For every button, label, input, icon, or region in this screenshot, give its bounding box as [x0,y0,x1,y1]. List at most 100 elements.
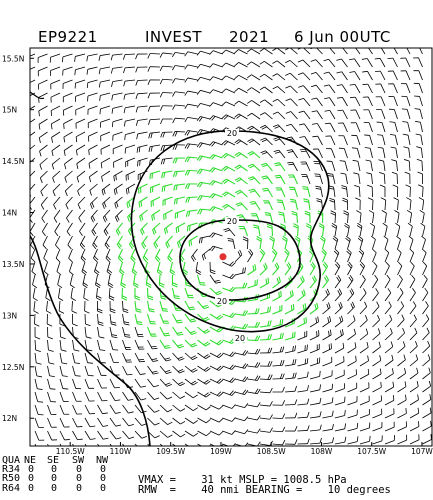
wind-barb [383,235,389,250]
wind-barb [297,385,309,393]
wind-barb [109,339,119,351]
wind-barb [278,211,286,224]
lon-label: 109W [210,447,232,456]
wind-barb [74,79,86,89]
wind-barb [337,96,348,107]
wind-barb [97,339,106,351]
wind-barb [272,111,286,120]
wind-barb [309,275,317,289]
wind-barb [184,300,196,311]
wind-barb [134,313,143,326]
lon-label: 107W [411,447,433,456]
wind-barb [417,171,423,185]
wind-barb [161,170,173,179]
wind-barb [162,196,173,206]
wind-barb [97,352,106,364]
wind-barb [122,352,132,363]
wind-barb [50,118,61,130]
wind-barb [397,341,406,354]
wind-barb [222,351,236,357]
wind-barb [59,417,70,428]
wind-barb [43,248,48,263]
wind-barb [247,415,261,421]
wind-barb [337,122,348,133]
wind-barb [409,287,416,302]
wind-barb [347,275,354,289]
wind-barb [284,399,298,406]
wind-barb [336,58,348,68]
wind-barb [113,157,123,168]
wind-barb [150,183,161,193]
wind-barb [88,131,98,142]
wind-barb [304,210,311,224]
wind-barb [100,131,111,142]
wind-barb [49,53,61,63]
wind-barb [209,206,223,212]
wind-barb [359,368,370,380]
wind-barb [40,183,48,197]
row-label-r34: R34 [2,464,21,475]
wind-barb [403,146,411,159]
wind-barb [379,172,386,185]
wind-barb [402,121,411,133]
wind-barb [86,66,98,75]
wind-barb [322,356,333,367]
wind-barb [100,144,111,155]
wind-barb [222,312,236,319]
wind-barb [111,105,123,114]
wind-barb [82,274,88,289]
wind-barb [147,417,160,426]
wind-barb [400,70,411,81]
wind-barb [325,148,336,159]
wind-barb [422,394,432,406]
wind-barb [333,248,340,263]
wind-barb [372,261,378,276]
wind-barb [314,173,323,185]
wind-barb [408,235,414,250]
wind-barb [284,372,297,380]
wind-barb [419,48,423,55]
wind-barb [115,209,123,223]
wind-barb [134,300,142,313]
wind-barb [372,328,381,341]
wind-barb [123,118,136,127]
wind-barb [422,340,431,354]
wind-barb [324,110,336,120]
wind-barb [284,345,296,354]
lat-label: 12N [2,414,17,423]
wind-barb [38,131,48,144]
wind-barb [173,183,186,191]
wind-barb [109,417,122,427]
wind-barb [401,95,411,107]
contour-label: 20 [227,129,237,138]
wind-barb [39,144,48,157]
wind-barb [209,404,224,410]
wind-barb [413,70,423,81]
wind-barb [247,308,260,315]
wind-barb [272,73,286,81]
wind-barb [422,367,431,380]
wind-barb [384,341,394,354]
wind-barb [234,429,249,435]
wind-barb [97,326,105,339]
wind-barb [159,365,172,375]
wind-barb [259,277,270,289]
wind-barb [172,443,177,446]
wind-barb [76,144,86,156]
wind-barb [209,63,223,68]
wind-barb [123,105,136,114]
wind-barb [77,196,86,210]
wind-barb [112,144,123,155]
wind-barb [234,416,249,422]
wind-barb [222,286,236,293]
wind-barb [184,326,197,336]
wind-barb [129,235,136,250]
wind-barb [47,339,54,352]
wind-barb [272,400,285,406]
wind-barb [356,222,363,237]
wind-barb [273,149,286,159]
wind-barb [125,170,136,181]
wind-barb [284,331,296,341]
wind-barb [259,48,273,55]
wind-barb [334,261,341,276]
